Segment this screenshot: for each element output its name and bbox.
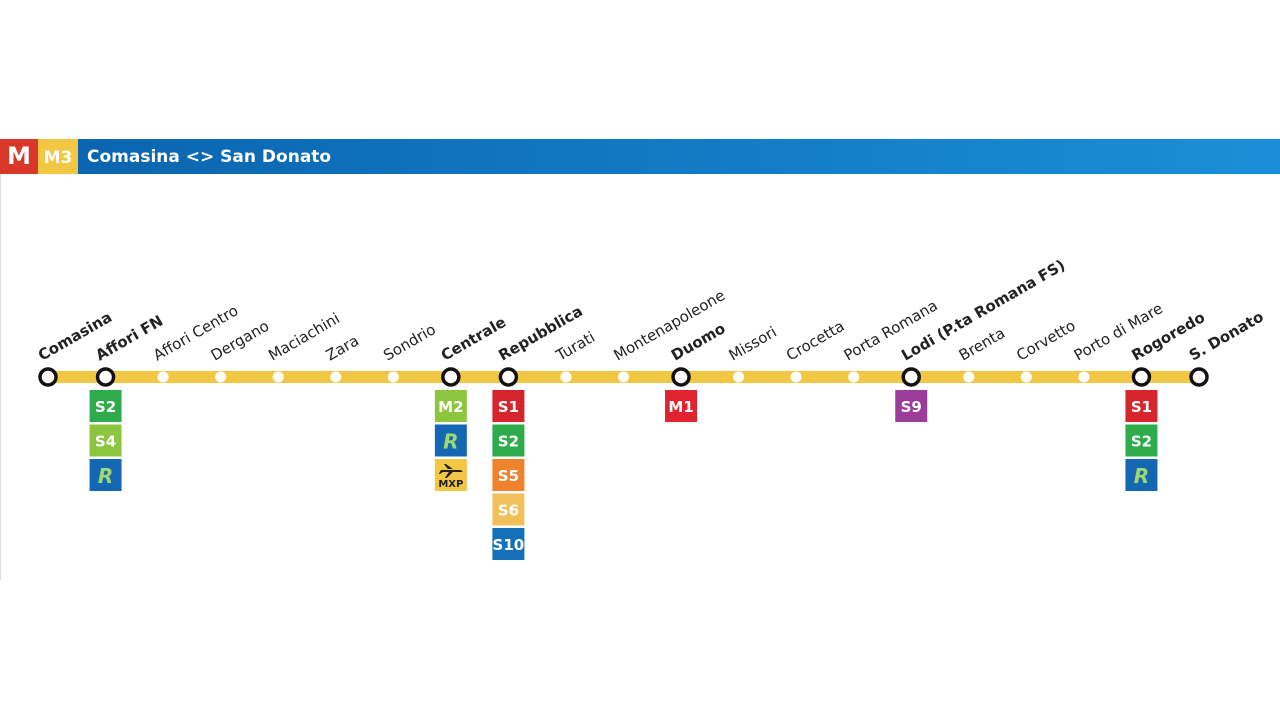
connection-badge [89, 390, 122, 422]
station-name: Centrale [438, 313, 509, 365]
connection-label: M1 [668, 398, 693, 416]
interchange-stop [38, 367, 58, 387]
connection-badge [492, 493, 525, 526]
station-name: Zara [323, 331, 362, 364]
connection-label: S2 [95, 398, 116, 416]
header-bar [0, 139, 1280, 174]
connection-label: S6 [498, 502, 519, 520]
connection-badge [1125, 424, 1158, 457]
plane-icon [438, 464, 463, 478]
stop [618, 371, 629, 383]
connection-label: S5 [498, 467, 519, 485]
station-name: Corvetto [1013, 316, 1078, 364]
connection-badge [665, 390, 698, 422]
connection-badge [1125, 390, 1158, 422]
stop [215, 371, 227, 383]
connection-label: R [443, 430, 458, 454]
header-title: Comasina <> San Donato [87, 147, 331, 167]
connection-label: R [1134, 464, 1149, 488]
stop [733, 371, 745, 383]
interchange-stop [441, 367, 461, 387]
connection-badge [434, 390, 467, 422]
stop [330, 371, 342, 383]
connection-badge [434, 459, 467, 491]
station-name: Porta Romana [841, 296, 941, 364]
connection-badge [492, 459, 525, 491]
station-name: Turati [552, 328, 598, 365]
connection-badge [89, 424, 122, 457]
connection-label: S1 [498, 398, 519, 416]
interchange-stop [1131, 367, 1152, 387]
connection-badge [492, 390, 525, 422]
connection-label: S4 [95, 433, 116, 451]
connection-badge [434, 424, 467, 457]
line-box [38, 139, 78, 174]
connection-badge [1125, 459, 1158, 491]
line-code: M3 [44, 148, 73, 168]
logo-box [0, 139, 38, 174]
interchange-stop [95, 367, 116, 387]
stop [387, 371, 399, 383]
connection-label: S2 [498, 433, 519, 451]
stop [848, 371, 860, 383]
stop [560, 371, 572, 383]
stop [157, 371, 169, 383]
connection-label: S10 [493, 536, 525, 554]
station-name: Missori [726, 323, 780, 365]
stop [1078, 371, 1090, 383]
interchange-stop [671, 367, 691, 387]
stop [1020, 371, 1032, 383]
interchange-stop [498, 367, 519, 387]
logo: M [7, 142, 31, 170]
stop [963, 371, 975, 383]
connection-label: M2 [438, 398, 463, 416]
connection-badge [492, 528, 525, 560]
connection-label: MXP [438, 479, 463, 490]
connection-badge [89, 459, 122, 491]
connection-label: S1 [1131, 398, 1152, 416]
connection-badge [895, 390, 928, 422]
stop [272, 371, 284, 383]
stop [790, 371, 802, 383]
station-name: Crocetta [783, 317, 847, 365]
interchange-stop [1189, 367, 1209, 387]
interchange-stop [901, 367, 921, 387]
station-name: Sondrio [380, 320, 439, 364]
connection-badge [492, 424, 525, 457]
connection-label: R [98, 464, 113, 488]
connection-label: S9 [901, 398, 922, 416]
connection-label: S2 [1131, 433, 1152, 451]
